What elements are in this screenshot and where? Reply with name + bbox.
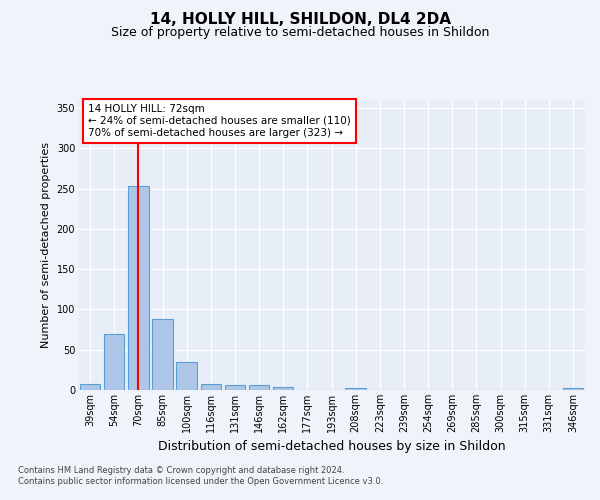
Text: Contains public sector information licensed under the Open Government Licence v3: Contains public sector information licen… bbox=[18, 477, 383, 486]
Bar bbox=[152, 319, 173, 390]
Bar bbox=[128, 186, 149, 390]
Bar bbox=[224, 385, 245, 390]
Text: Size of property relative to semi-detached houses in Shildon: Size of property relative to semi-detach… bbox=[111, 26, 489, 39]
Bar bbox=[249, 385, 269, 390]
Bar bbox=[346, 388, 366, 390]
X-axis label: Distribution of semi-detached houses by size in Shildon: Distribution of semi-detached houses by … bbox=[158, 440, 505, 454]
Y-axis label: Number of semi-detached properties: Number of semi-detached properties bbox=[41, 142, 51, 348]
Bar bbox=[80, 384, 100, 390]
Bar bbox=[104, 334, 124, 390]
Text: 14 HOLLY HILL: 72sqm
← 24% of semi-detached houses are smaller (110)
70% of semi: 14 HOLLY HILL: 72sqm ← 24% of semi-detac… bbox=[88, 104, 351, 138]
Bar bbox=[563, 388, 583, 390]
Bar bbox=[273, 387, 293, 390]
Bar bbox=[176, 362, 197, 390]
Bar bbox=[200, 384, 221, 390]
Text: 14, HOLLY HILL, SHILDON, DL4 2DA: 14, HOLLY HILL, SHILDON, DL4 2DA bbox=[149, 12, 451, 28]
Text: Contains HM Land Registry data © Crown copyright and database right 2024.: Contains HM Land Registry data © Crown c… bbox=[18, 466, 344, 475]
